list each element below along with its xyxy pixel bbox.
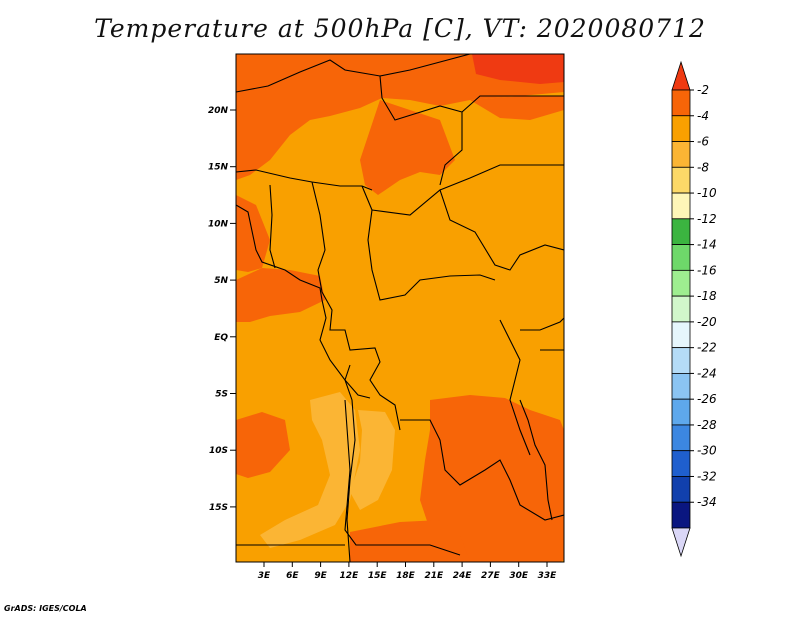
lat-tick-label: 10S — [209, 446, 228, 456]
field-band-minus2 — [472, 54, 564, 84]
colorbar-label: -14 — [697, 238, 717, 252]
lon-tick-label: 21E — [424, 571, 444, 581]
colorbar-swatch — [671, 141, 691, 168]
colorbar-swatch — [671, 450, 691, 477]
colorbar-label: -2 — [697, 83, 709, 97]
colorbar-swatch — [671, 166, 691, 194]
colorbar-swatch — [671, 321, 691, 349]
colorbar-label: -4 — [697, 109, 709, 123]
lat-tick-label: 10N — [208, 219, 229, 229]
colorbar-swatch — [671, 269, 691, 297]
temperature-field — [236, 54, 564, 562]
lon-tick-label: 15E — [368, 571, 388, 581]
lon-tick-label: 12E — [340, 571, 360, 581]
field-band-minus4 — [236, 54, 564, 562]
colorbar-swatch — [671, 295, 691, 323]
coastline — [236, 204, 553, 562]
lat-tick-label: 5S — [215, 390, 228, 400]
colorbar-swatch — [671, 373, 691, 400]
lon-tick-label: 6E — [286, 571, 299, 581]
colorbar-swatch — [671, 244, 691, 271]
colorbar-label: -32 — [697, 469, 717, 483]
lon-tick-label: 3E — [258, 571, 271, 581]
colorbar-label: -18 — [697, 289, 717, 303]
lon-tick-label: 30E — [509, 571, 529, 581]
lon-tick-label: 9E — [314, 571, 327, 581]
colorbar-label: -6 — [697, 135, 709, 149]
lat-tick-label: EQ — [214, 333, 228, 343]
lat-tick-label: 20N — [208, 106, 229, 116]
colorbar-swatch — [671, 398, 691, 426]
colorbar: -2 -4 -6 -8 -10 -12 -14 -16 -18 -20 -22 -24 -26 -28 -3… — [671, 60, 717, 558]
colorbar-label: -34 — [697, 495, 717, 509]
longitude-axis: 3E 6E 9E 12E 15E 18E 21E 24E 27E 30E 33E — [258, 562, 557, 581]
colorbar-label: -16 — [697, 263, 717, 277]
lon-tick-label: 33E — [538, 571, 558, 581]
colorbar-swatch — [671, 218, 691, 245]
colorbar-swatch — [671, 115, 691, 142]
latitude-axis: 20N 15N 10N 5N EQ 5S 10S 15S — [208, 106, 236, 513]
colorbar-swatch — [671, 501, 691, 529]
colorbar-swatch — [671, 347, 691, 374]
map-frame — [235, 53, 565, 563]
grads-credit: GrADS: IGES/COLA — [4, 604, 87, 613]
colorbar-label: -20 — [697, 315, 717, 329]
lat-tick-label: 15S — [209, 503, 228, 513]
colorbar-swatch — [671, 476, 691, 503]
lon-tick-label: 27E — [481, 571, 501, 581]
colorbar-bottom-triangle — [671, 527, 691, 558]
colorbar-label: -28 — [697, 418, 717, 432]
colorbar-label: -26 — [697, 392, 717, 406]
field-band-minus8 — [260, 392, 395, 548]
colorbar-label: -24 — [697, 366, 717, 380]
colorbar-label: -8 — [697, 160, 709, 174]
colorbar-top-triangle — [671, 60, 691, 91]
colorbar-label: -22 — [697, 341, 717, 355]
country-borders — [236, 54, 564, 556]
colorbar-swatch — [671, 424, 691, 452]
colorbar-label: -12 — [697, 212, 717, 226]
colorbar-swatch — [671, 192, 691, 220]
colorbar-swatch — [671, 89, 691, 117]
lat-tick-label: 5N — [214, 276, 228, 286]
colorbar-label: -30 — [697, 444, 717, 458]
lon-tick-label: 24E — [453, 571, 473, 581]
colorbar-label: -10 — [697, 186, 717, 200]
lat-tick-label: 15N — [208, 163, 229, 173]
lon-tick-label: 18E — [396, 571, 416, 581]
map-title: Temperature at 500hPa [C], VT: 202008071… — [94, 14, 706, 43]
